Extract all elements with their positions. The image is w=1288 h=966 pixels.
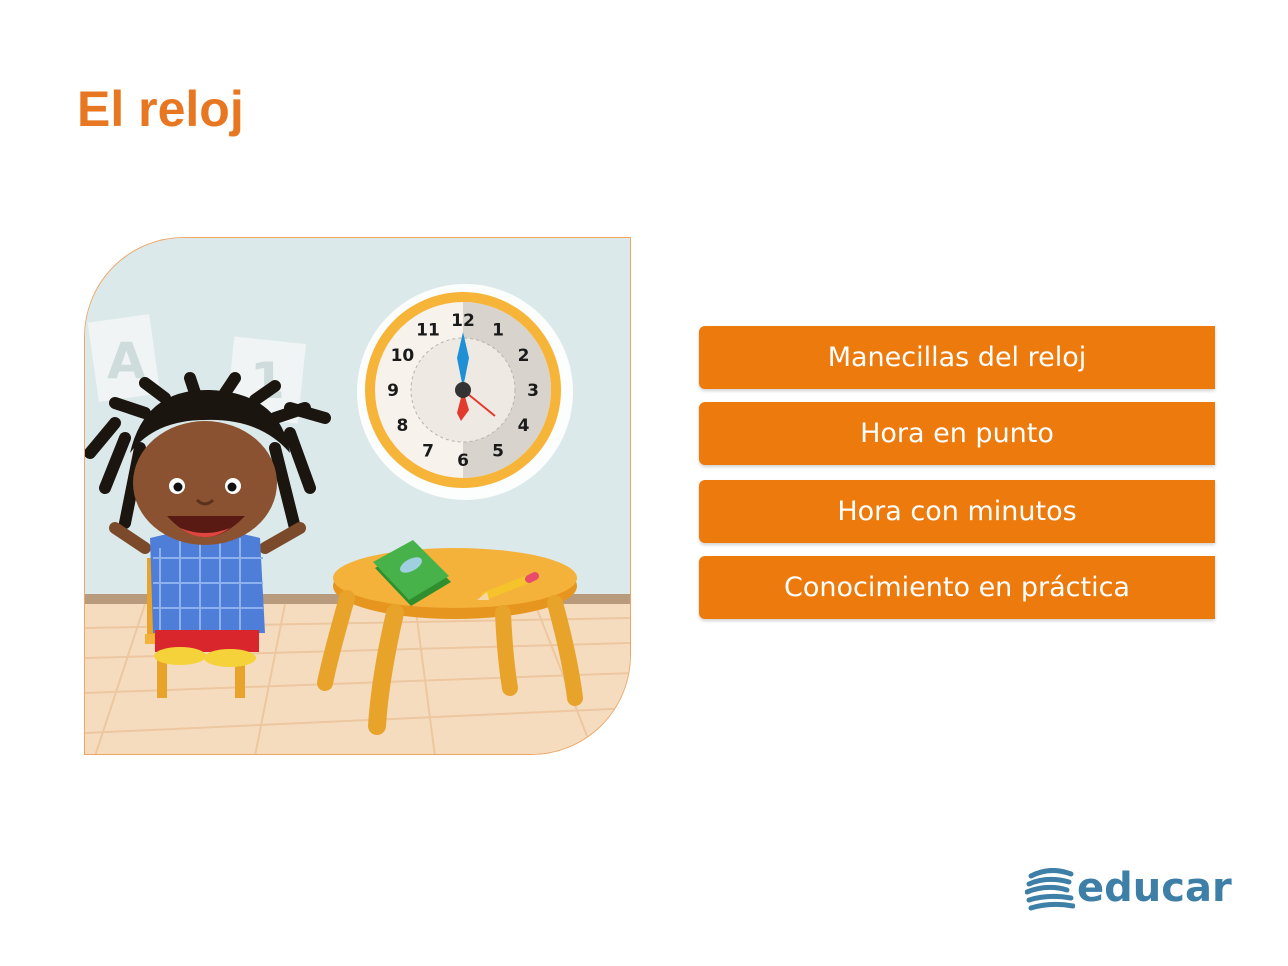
clock-number: 6 — [457, 451, 469, 471]
pencil — [477, 572, 539, 600]
child-character — [85, 372, 331, 667]
clock-number: 1 — [492, 320, 504, 340]
menu-button-hora-con-minutos[interactable]: Hora con minutos — [699, 480, 1215, 543]
clock-number: 10 — [391, 346, 415, 366]
educar-logo-icon — [1025, 868, 1075, 911]
clock-number: 2 — [518, 346, 530, 366]
menu-button-hora-en-punto[interactable]: Hora en punto — [699, 402, 1215, 465]
clock-number: 4 — [518, 416, 530, 436]
green-book — [373, 540, 451, 606]
educar-logo: educar — [1025, 862, 1232, 918]
svg-text:A: A — [107, 332, 146, 390]
menu-button-conocimiento[interactable]: Conocimiento en práctica — [699, 556, 1215, 619]
clock-number: 3 — [527, 381, 539, 401]
clock-number: 11 — [416, 320, 440, 340]
clock-number: 9 — [387, 381, 399, 401]
clock-number: 8 — [396, 416, 408, 436]
clock-number: 5 — [492, 442, 504, 462]
menu-button-manecillas[interactable]: Manecillas del reloj — [699, 326, 1215, 389]
clock-number: 12 — [451, 311, 475, 331]
classroom-illustration: A 1 12 1 2 3 4 5 6 7 8 9 10 11 — [84, 237, 631, 755]
clock-number: 7 — [422, 442, 434, 462]
logo-text: educar — [1077, 865, 1232, 911]
page-title: El reloj — [77, 81, 244, 137]
